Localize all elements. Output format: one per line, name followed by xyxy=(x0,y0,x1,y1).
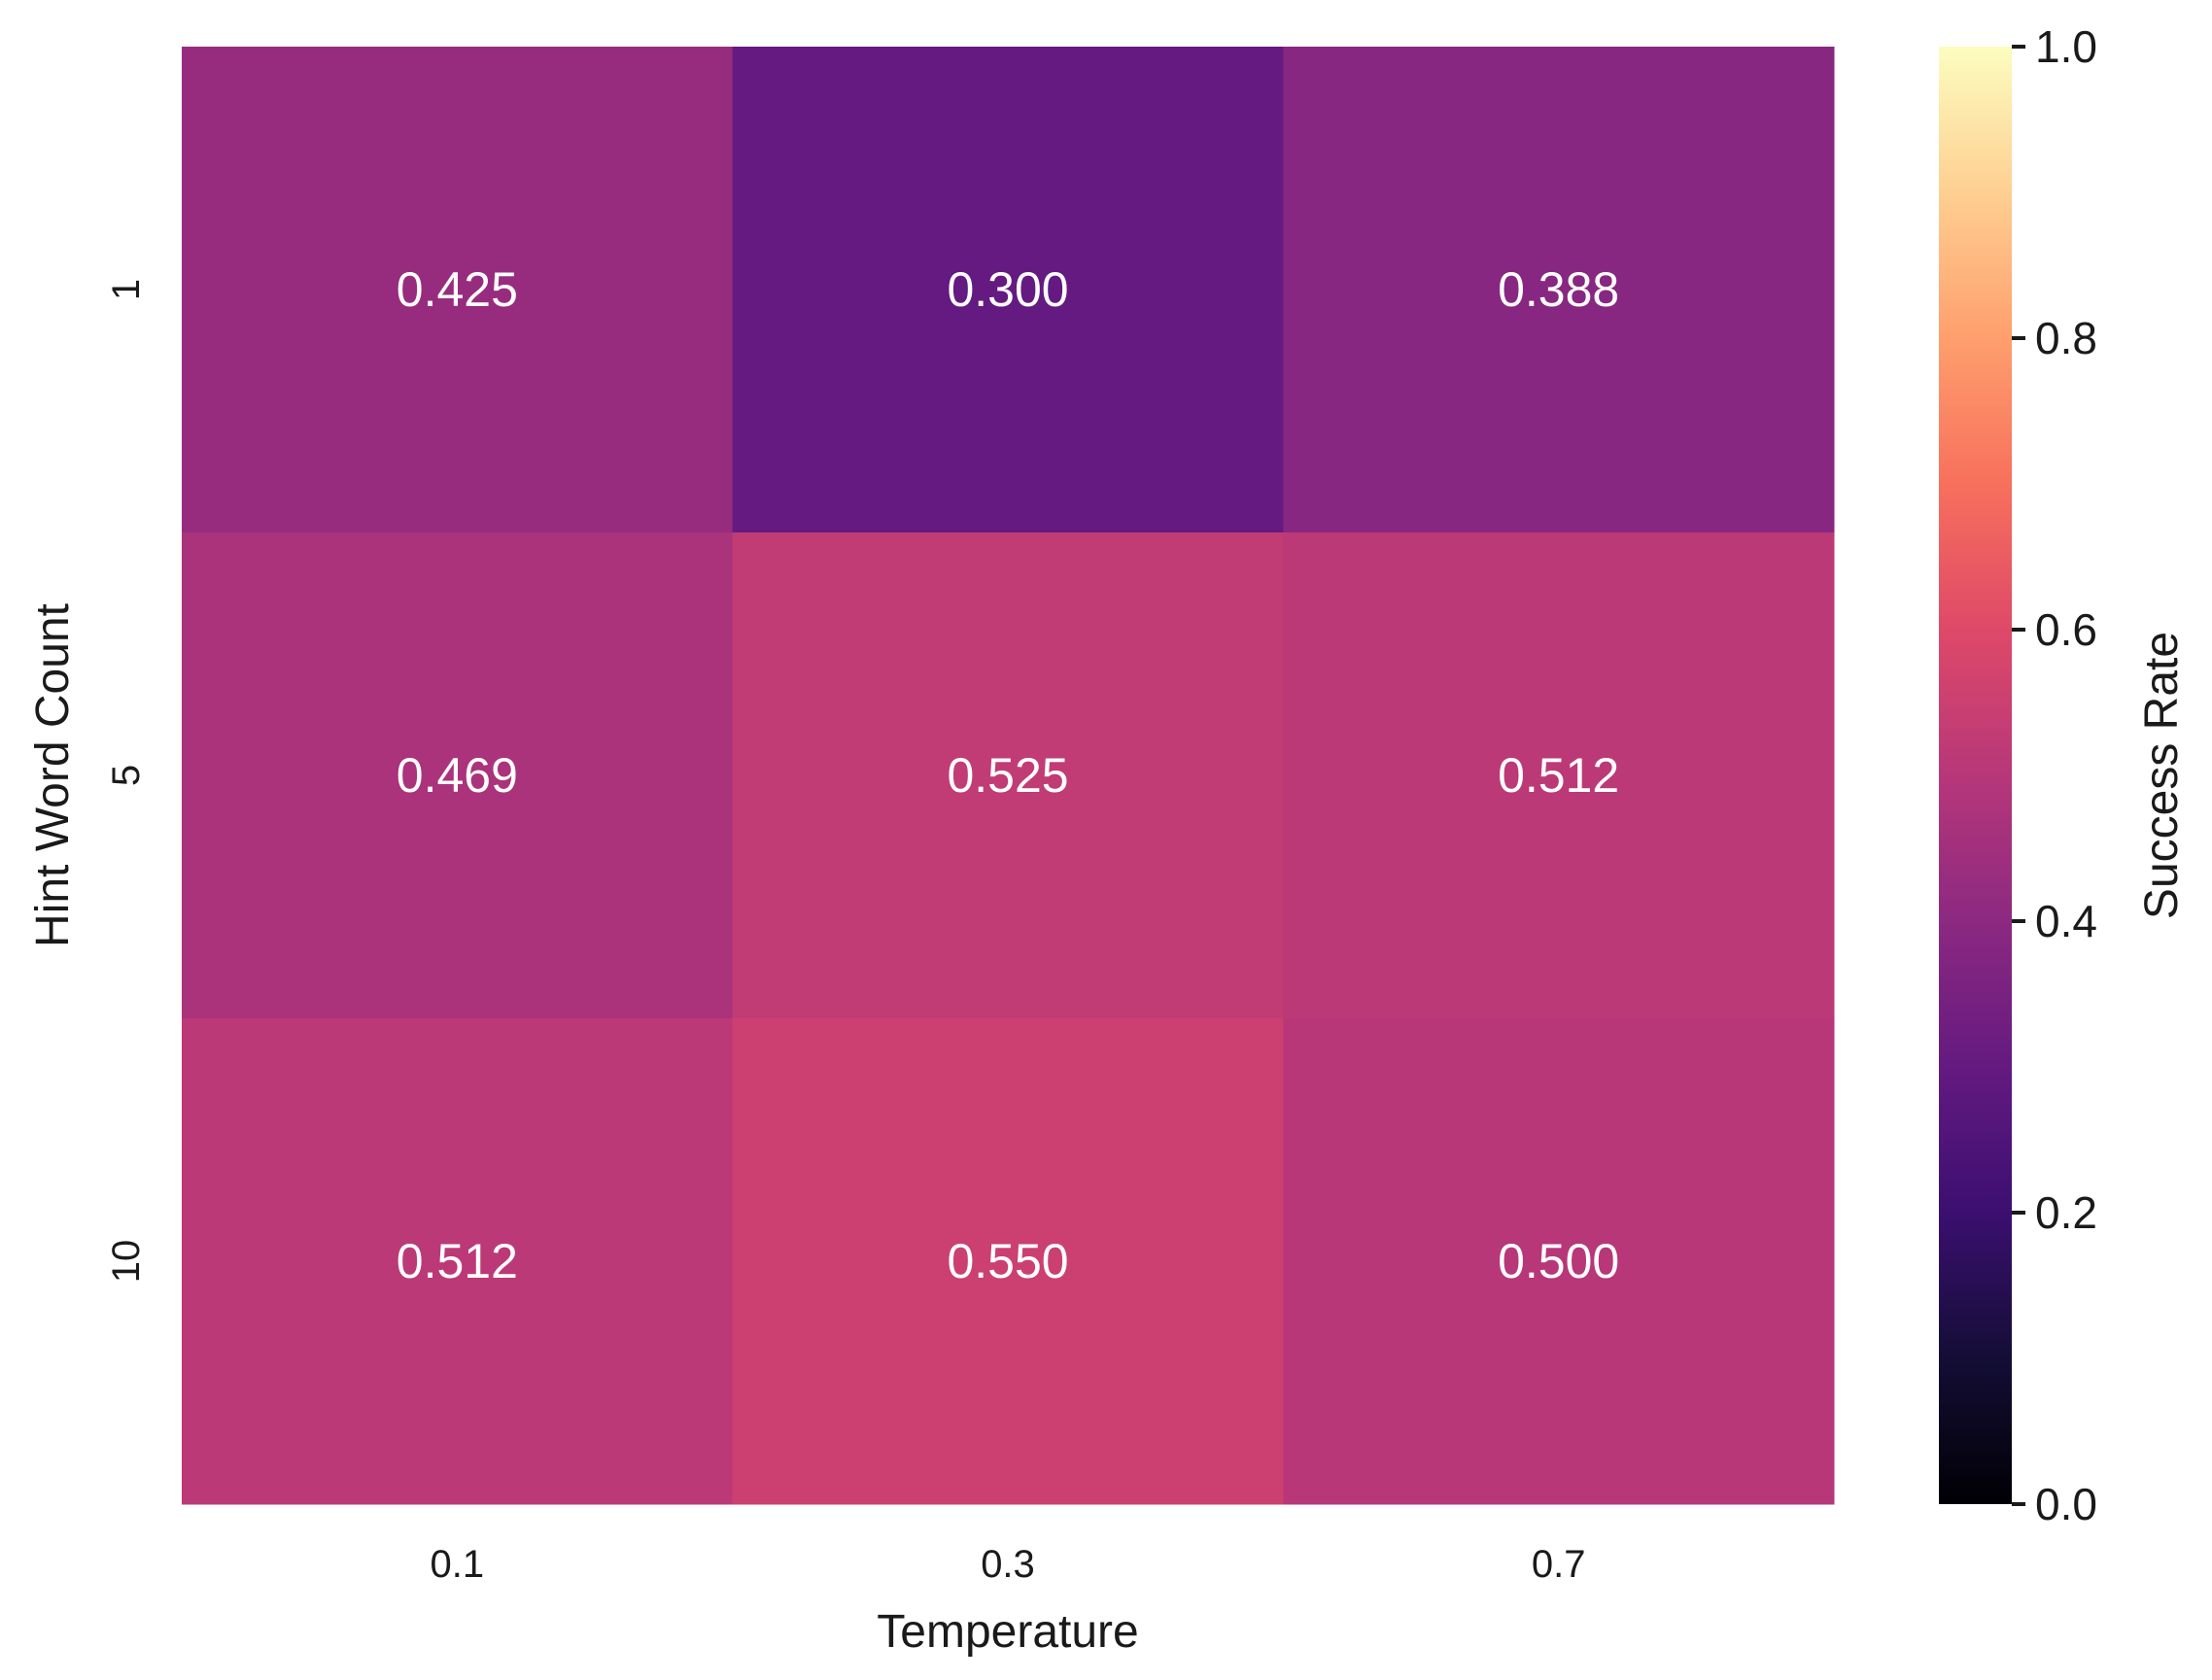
colorbar-tick-label: 0.0 xyxy=(2035,1479,2097,1529)
cell-value-label: 0.550 xyxy=(947,1234,1068,1288)
y-tick-label: 1 xyxy=(105,279,148,300)
heatmap-cell xyxy=(182,532,734,1019)
heatmap-cell xyxy=(1283,532,1835,1019)
cell-value-label: 0.512 xyxy=(1498,748,1619,803)
x-tick-label: 0.3 xyxy=(981,1543,1035,1586)
x-axis-label: Temperature xyxy=(877,1606,1138,1658)
x-tick-label: 0.1 xyxy=(431,1543,485,1586)
cell-value-label: 0.512 xyxy=(397,1234,518,1288)
x-tick-labels: 0.1 0.3 0.7 xyxy=(431,1543,1586,1586)
cell-value-label: 0.300 xyxy=(947,262,1068,317)
heatmap-cell xyxy=(182,47,734,533)
colorbar-tick-label: 0.2 xyxy=(2035,1187,2097,1238)
cell-value-label: 0.500 xyxy=(1498,1234,1619,1288)
cell-value-label: 0.525 xyxy=(947,748,1068,803)
heatmap-cell xyxy=(1283,1018,1835,1505)
colorbar-tick-label: 0.6 xyxy=(2035,604,2097,655)
colorbar-label: Success Rate xyxy=(2136,632,2188,919)
y-tick-label: 5 xyxy=(105,765,148,786)
heatmap-cell xyxy=(182,1018,734,1505)
heatmap-cell xyxy=(1283,47,1835,533)
x-tick-label: 0.7 xyxy=(1532,1543,1586,1586)
cell-value-label: 0.425 xyxy=(397,262,518,317)
y-axis-label: Hint Word Count xyxy=(27,603,79,947)
colorbar-tick-label: 0.4 xyxy=(2035,896,2097,946)
heatmap-cells xyxy=(182,47,1835,1505)
cell-value-label: 0.388 xyxy=(1498,262,1619,317)
colorbar-tick-label: 0.8 xyxy=(2035,313,2097,363)
cell-value-label: 0.469 xyxy=(397,748,518,803)
heatmap-cell xyxy=(732,47,1284,533)
heatmap-cell xyxy=(732,532,1284,1019)
heatmap-cell-labels: 0.425 0.300 0.388 0.469 0.525 0.512 0.512 0.550… xyxy=(397,262,1619,1288)
colorbar-tick-label: 1.0 xyxy=(2035,21,2097,72)
y-tick-label: 10 xyxy=(105,1240,148,1284)
heatmap-cell xyxy=(732,1018,1284,1505)
colorbar-ticks: 0.0 0.2 0.4 0.6 0.8 1.0 xyxy=(2012,21,2097,1529)
colorbar xyxy=(1939,47,2012,1504)
